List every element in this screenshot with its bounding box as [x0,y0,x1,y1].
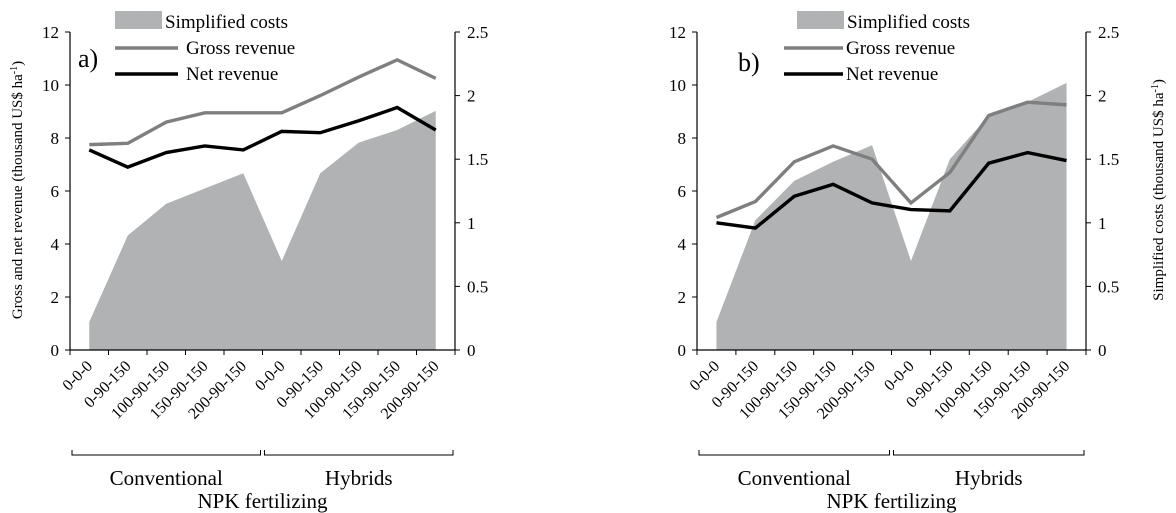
right-y-tick-label: 0.5 [467,277,488,296]
group-label: Conventional [738,466,851,490]
left-y-tick-label: 6 [678,182,687,201]
group-bracket [71,450,261,456]
net-revenue-line [88,105,437,169]
legend-swatch-simplified-costs [797,11,844,29]
group-bracket [698,450,890,456]
left-y-tick-label: 0 [51,341,60,360]
left-y-tick-label: 2 [678,288,687,307]
group-label: Conventional [110,466,223,490]
right-y-tick-label: 0 [467,341,476,360]
left-y-tick-label: 6 [51,182,60,201]
left-axis-title-sup: -1 [9,66,20,74]
panel-b: 02468101200.511.522.50-0-00-90-150100-90… [669,11,1119,513]
right-axis-title-sup: -1 [1150,84,1161,92]
legend-label: Simplified costs [847,12,970,33]
left-axis-title-end: ) [10,61,26,66]
right-axis-title-main: Simplified costs (thousand US$ ha [1151,92,1167,301]
right-y-tick-label: 0.5 [1098,277,1119,296]
right-y-tick-label: 0 [1098,341,1107,360]
x-axis-title: NPK fertilizing [197,489,328,513]
left-y-tick-label: 8 [51,129,60,148]
group-label: Hybrids [325,466,393,490]
group-bracket [264,450,454,456]
right-y-tick-label: 2 [1098,87,1107,106]
net-revenue-line [716,150,1067,230]
legend-label: Simplified costs [165,12,288,33]
panel-label: a) [78,44,98,73]
group-bracket [893,450,1085,456]
panel-label: b) [738,48,760,77]
right-y-tick-label: 1 [467,214,476,233]
legend-label: Net revenue [186,64,278,85]
left-y-tick-label: 12 [669,23,686,42]
left-y-tick-label: 12 [42,23,59,42]
left-y-tick-label: 10 [669,76,686,95]
legend-swatch-simplified-costs [115,11,162,29]
simplified-costs-area [89,110,436,350]
x-axis-title: NPK fertilizing [826,489,957,513]
right-y-tick-label: 2.5 [1098,23,1119,42]
gross-revenue-line [715,100,1067,220]
legend-label: Net revenue [846,64,938,85]
right-y-tick-label: 2 [467,87,476,106]
legend-label: Gross revenue [846,38,955,59]
right-y-tick-label: 1.5 [1098,150,1119,169]
left-y-tick-label: 4 [51,235,60,254]
legend-label: Gross revenue [186,38,295,59]
right-axis-title: Simplified costs (thousand US$ ha-1) [1150,79,1168,301]
right-y-tick-label: 1 [1098,214,1107,233]
panel-a: 02468101200.511.522.50-0-00-90-150100-90… [42,11,488,513]
simplified-costs-area [716,82,1067,350]
left-y-tick-label: 2 [51,288,60,307]
left-y-tick-label: 10 [42,76,59,95]
right-axis-title-end: ) [1151,79,1167,84]
right-y-tick-label: 2.5 [467,23,488,42]
right-y-tick-label: 1.5 [467,150,488,169]
left-axis-title-main: Gross and net revenue (thousand US$ ha [10,74,26,319]
left-y-tick-label: 4 [678,235,687,254]
gross-revenue-line [89,57,437,147]
left-axis-title: Gross and net revenue (thousand US$ ha-1… [9,61,27,319]
left-y-tick-label: 8 [678,129,687,148]
left-y-tick-label: 0 [678,341,687,360]
group-label: Hybrids [955,466,1023,490]
